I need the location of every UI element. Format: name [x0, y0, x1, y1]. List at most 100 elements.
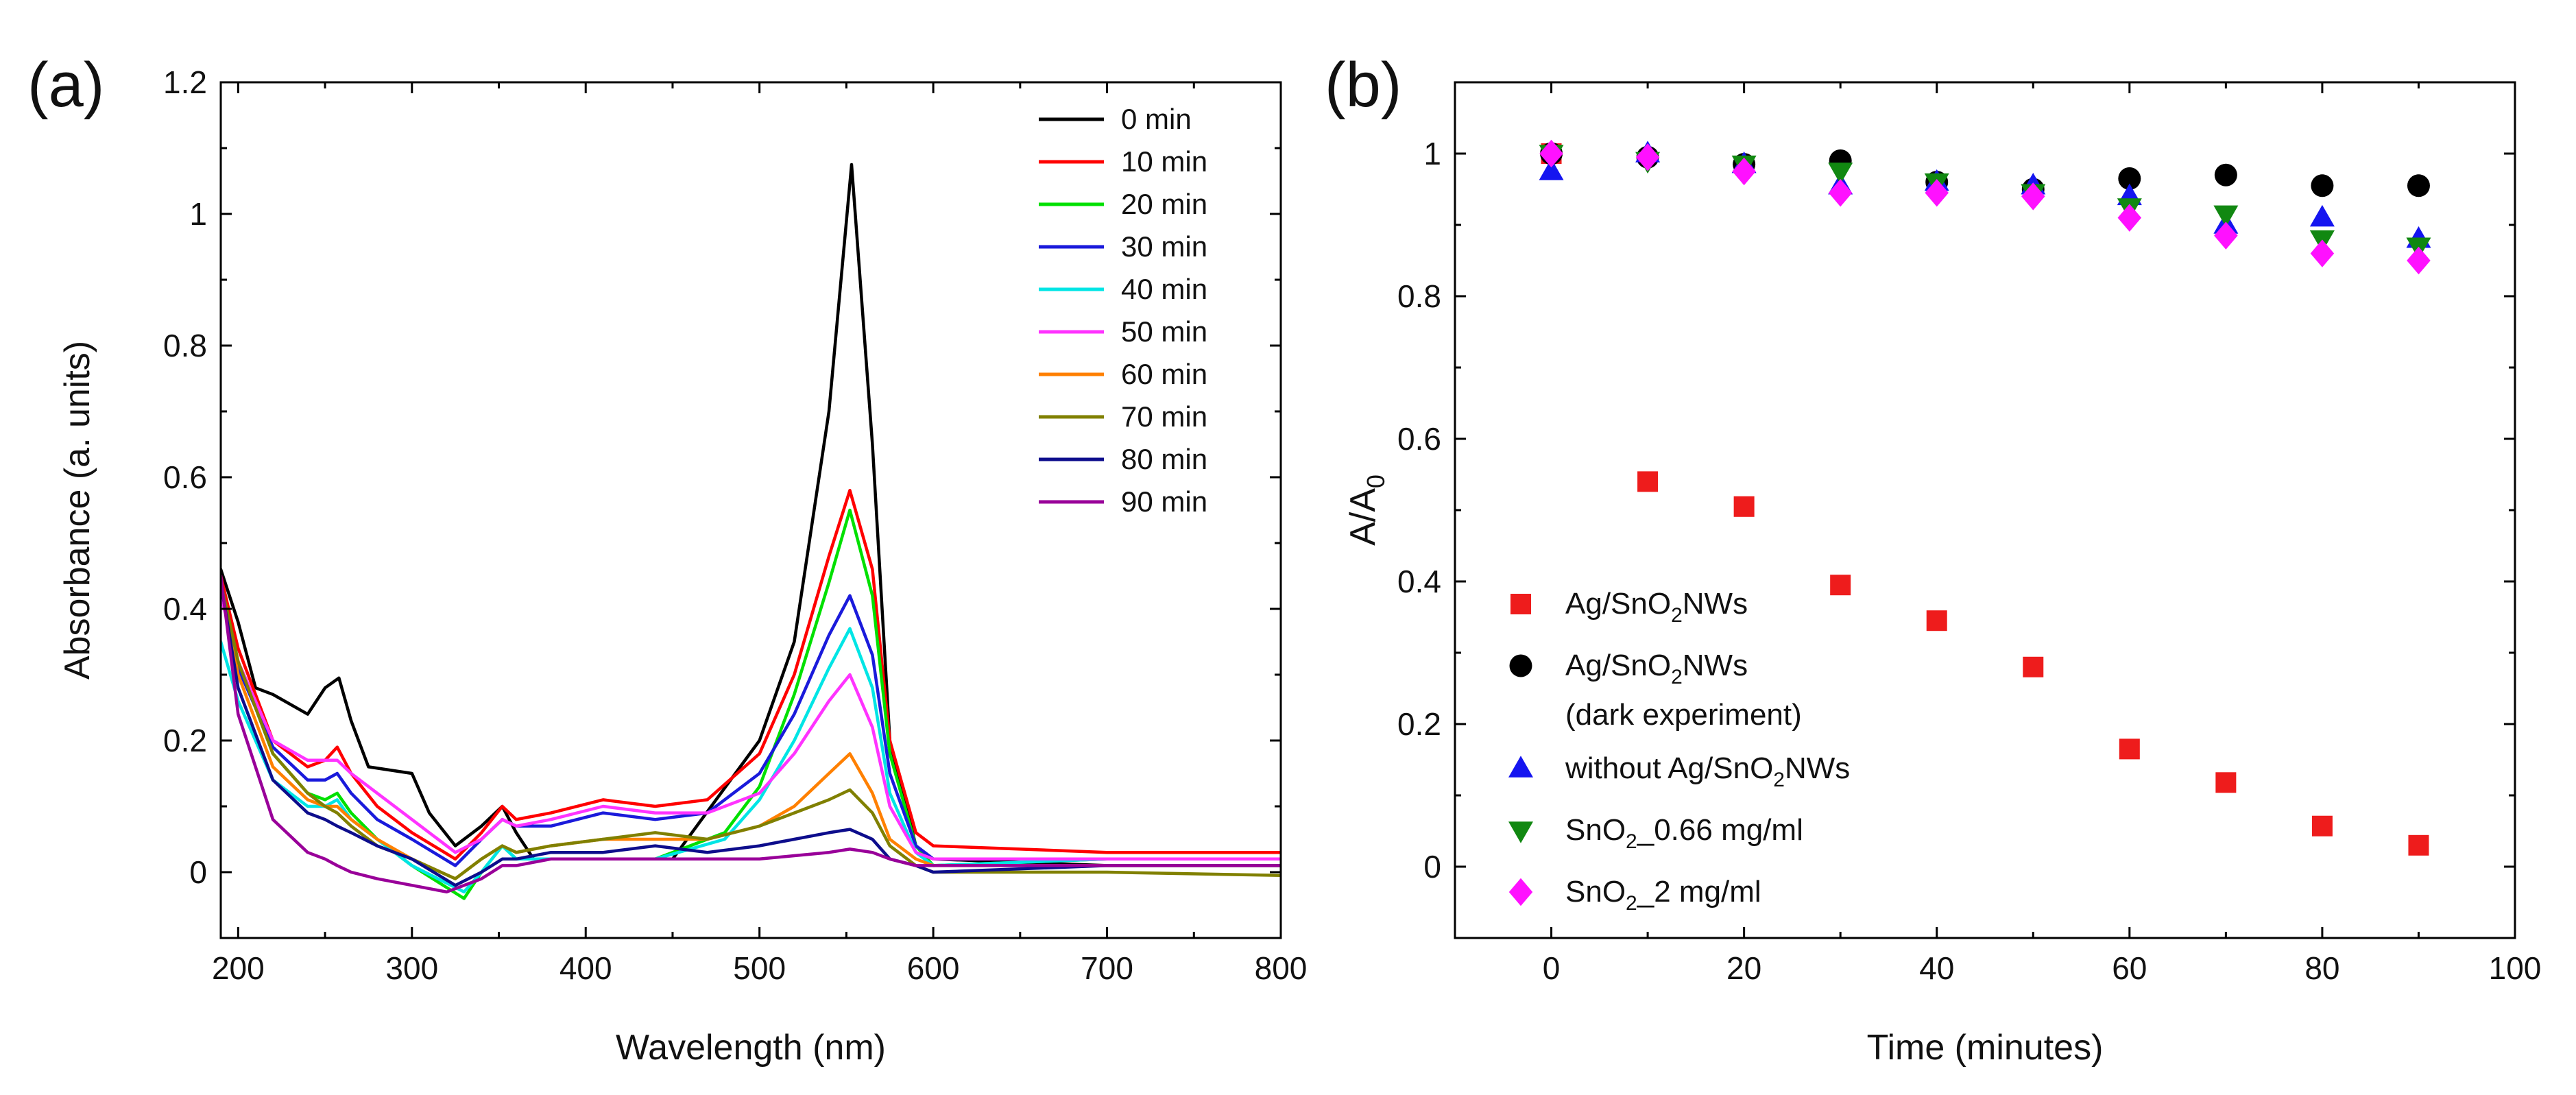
- x-tick-label: 200: [212, 950, 265, 986]
- data-point: [1635, 143, 1660, 171]
- series-group-a: [221, 163, 1281, 900]
- legend-label-line2: (dark experiment): [1565, 698, 1802, 732]
- data-point: [2215, 772, 2237, 793]
- y-tick-label: 0.6: [163, 459, 207, 495]
- legend-label: 0 min: [1121, 103, 1192, 135]
- series-line-50-min: [221, 594, 1281, 861]
- series-line-10-min: [221, 488, 1281, 861]
- legend-label: 40 min: [1121, 273, 1207, 305]
- panel-label-b: (b): [1325, 50, 1401, 120]
- legend-text: SnO: [1565, 875, 1626, 909]
- series-4: [1539, 139, 2431, 275]
- data-point: [1926, 610, 1947, 631]
- x-tick-label: 700: [1081, 950, 1133, 986]
- panel-a: (a) 200 300 400 500 600 700 800 0 0.2 0.4 0.6 0.8 1 1.…: [27, 50, 1307, 1068]
- legend-label: 20 min: [1121, 188, 1207, 220]
- legend-text: NWs: [1683, 587, 1748, 621]
- legend-label: 90 min: [1121, 485, 1207, 518]
- legend-subscript: 2: [1671, 604, 1683, 627]
- data-point: [2310, 239, 2335, 267]
- y-tick-label: 0.8: [163, 328, 207, 363]
- data-point: [1830, 575, 1851, 596]
- panel-label-a: (a): [27, 50, 104, 120]
- legend-text: Ag/SnO: [1565, 587, 1671, 621]
- legend-text: _0.66 mg/ml: [1637, 813, 1803, 847]
- data-point: [1732, 157, 1756, 186]
- y-tick-label: 0: [1423, 849, 1441, 885]
- x-tick-label: 0: [1543, 950, 1561, 986]
- y-tick-label: 0.4: [1397, 564, 1441, 599]
- y-tick-label: 0.2: [1397, 706, 1441, 742]
- y-tick-label: 1: [189, 196, 207, 232]
- y-tick-label: 0.4: [163, 591, 207, 627]
- y-tick-label: 1.2: [163, 64, 207, 100]
- series-group-b: [1539, 139, 2431, 856]
- legend-label: 80 min: [1121, 443, 1207, 475]
- legend-marker: [1510, 594, 1531, 614]
- data-point: [1828, 178, 1853, 207]
- legend-marker: [1509, 654, 1532, 677]
- x-axis-label: Wavelength (nm): [616, 1028, 886, 1068]
- legend-subscript: 2: [1671, 666, 1683, 688]
- legend-subscript: 2: [1626, 892, 1637, 915]
- legend-label: 30 min: [1121, 230, 1207, 263]
- legend-label: SnO2_0.66 mg/ml: [1565, 813, 1803, 853]
- data-point: [2311, 815, 2333, 837]
- data-point: [2023, 656, 2044, 677]
- y-tick-label: 1: [1423, 136, 1441, 171]
- series-line-90-min: [221, 574, 1281, 894]
- data-point: [2311, 174, 2334, 197]
- legend-label: 70 min: [1121, 400, 1207, 433]
- legend-text: _2 mg/ml: [1637, 875, 1761, 909]
- x-tick-label: 400: [559, 950, 612, 986]
- x-tick-label: 20: [1726, 950, 1761, 986]
- y-tick-label: 0.6: [1397, 421, 1441, 457]
- data-point: [1925, 178, 1949, 207]
- legend-label: Ag/SnO2NWs: [1565, 587, 1748, 627]
- data-point: [2021, 182, 2045, 210]
- y-tick-label: 0.2: [163, 723, 207, 758]
- legend-label: 60 min: [1121, 358, 1207, 390]
- legend-text: without Ag/SnO: [1565, 751, 1773, 785]
- legend-text: SnO: [1565, 813, 1626, 847]
- data-point: [1539, 139, 1563, 168]
- legend-text: NWs: [1683, 649, 1748, 682]
- legend-marker: [1508, 821, 1533, 843]
- x-tick-label: 500: [733, 950, 786, 986]
- y-axis-label-subscript: 0: [1362, 474, 1390, 488]
- x-tick-label: 300: [385, 950, 438, 986]
- legend-subscript: 2: [1626, 830, 1637, 853]
- plot-frame: [219, 81, 1282, 939]
- y-axis-label: A/A0: [1343, 474, 1390, 546]
- data-point: [1539, 158, 1564, 180]
- x-tick-label: 80: [2304, 950, 2339, 986]
- series-line-80-min: [221, 581, 1281, 887]
- data-point: [2407, 174, 2430, 197]
- legend-label: SnO2_2 mg/ml: [1565, 875, 1761, 915]
- data-point: [2214, 163, 2237, 186]
- x-tick-label: 800: [1255, 950, 1308, 986]
- legend-text: Ag/SnO: [1565, 649, 1671, 682]
- legend-label: 10 min: [1121, 145, 1207, 178]
- data-point: [2214, 221, 2238, 250]
- data-point: [2408, 834, 2429, 856]
- x-tick-label: 600: [907, 950, 960, 986]
- series-line-0-min: [221, 163, 1281, 867]
- data-point: [2213, 205, 2239, 228]
- legend-label: without Ag/SnO2NWs: [1565, 751, 1850, 791]
- data-point: [2407, 246, 2431, 275]
- x-tick-label: 40: [1919, 950, 1954, 986]
- legend-a: 0 min 10 min 20 min 30 min 40 min 50 min 60 mi…: [1039, 103, 1207, 518]
- data-point: [2118, 167, 2141, 190]
- series-line-30-min: [221, 581, 1281, 867]
- x-tick-label: 100: [2489, 950, 2542, 986]
- data-point: [2309, 204, 2335, 227]
- data-point: [1637, 471, 1659, 492]
- data-point: [1733, 496, 1755, 517]
- data-point: [2119, 738, 2140, 760]
- legend-marker: [1508, 878, 1533, 906]
